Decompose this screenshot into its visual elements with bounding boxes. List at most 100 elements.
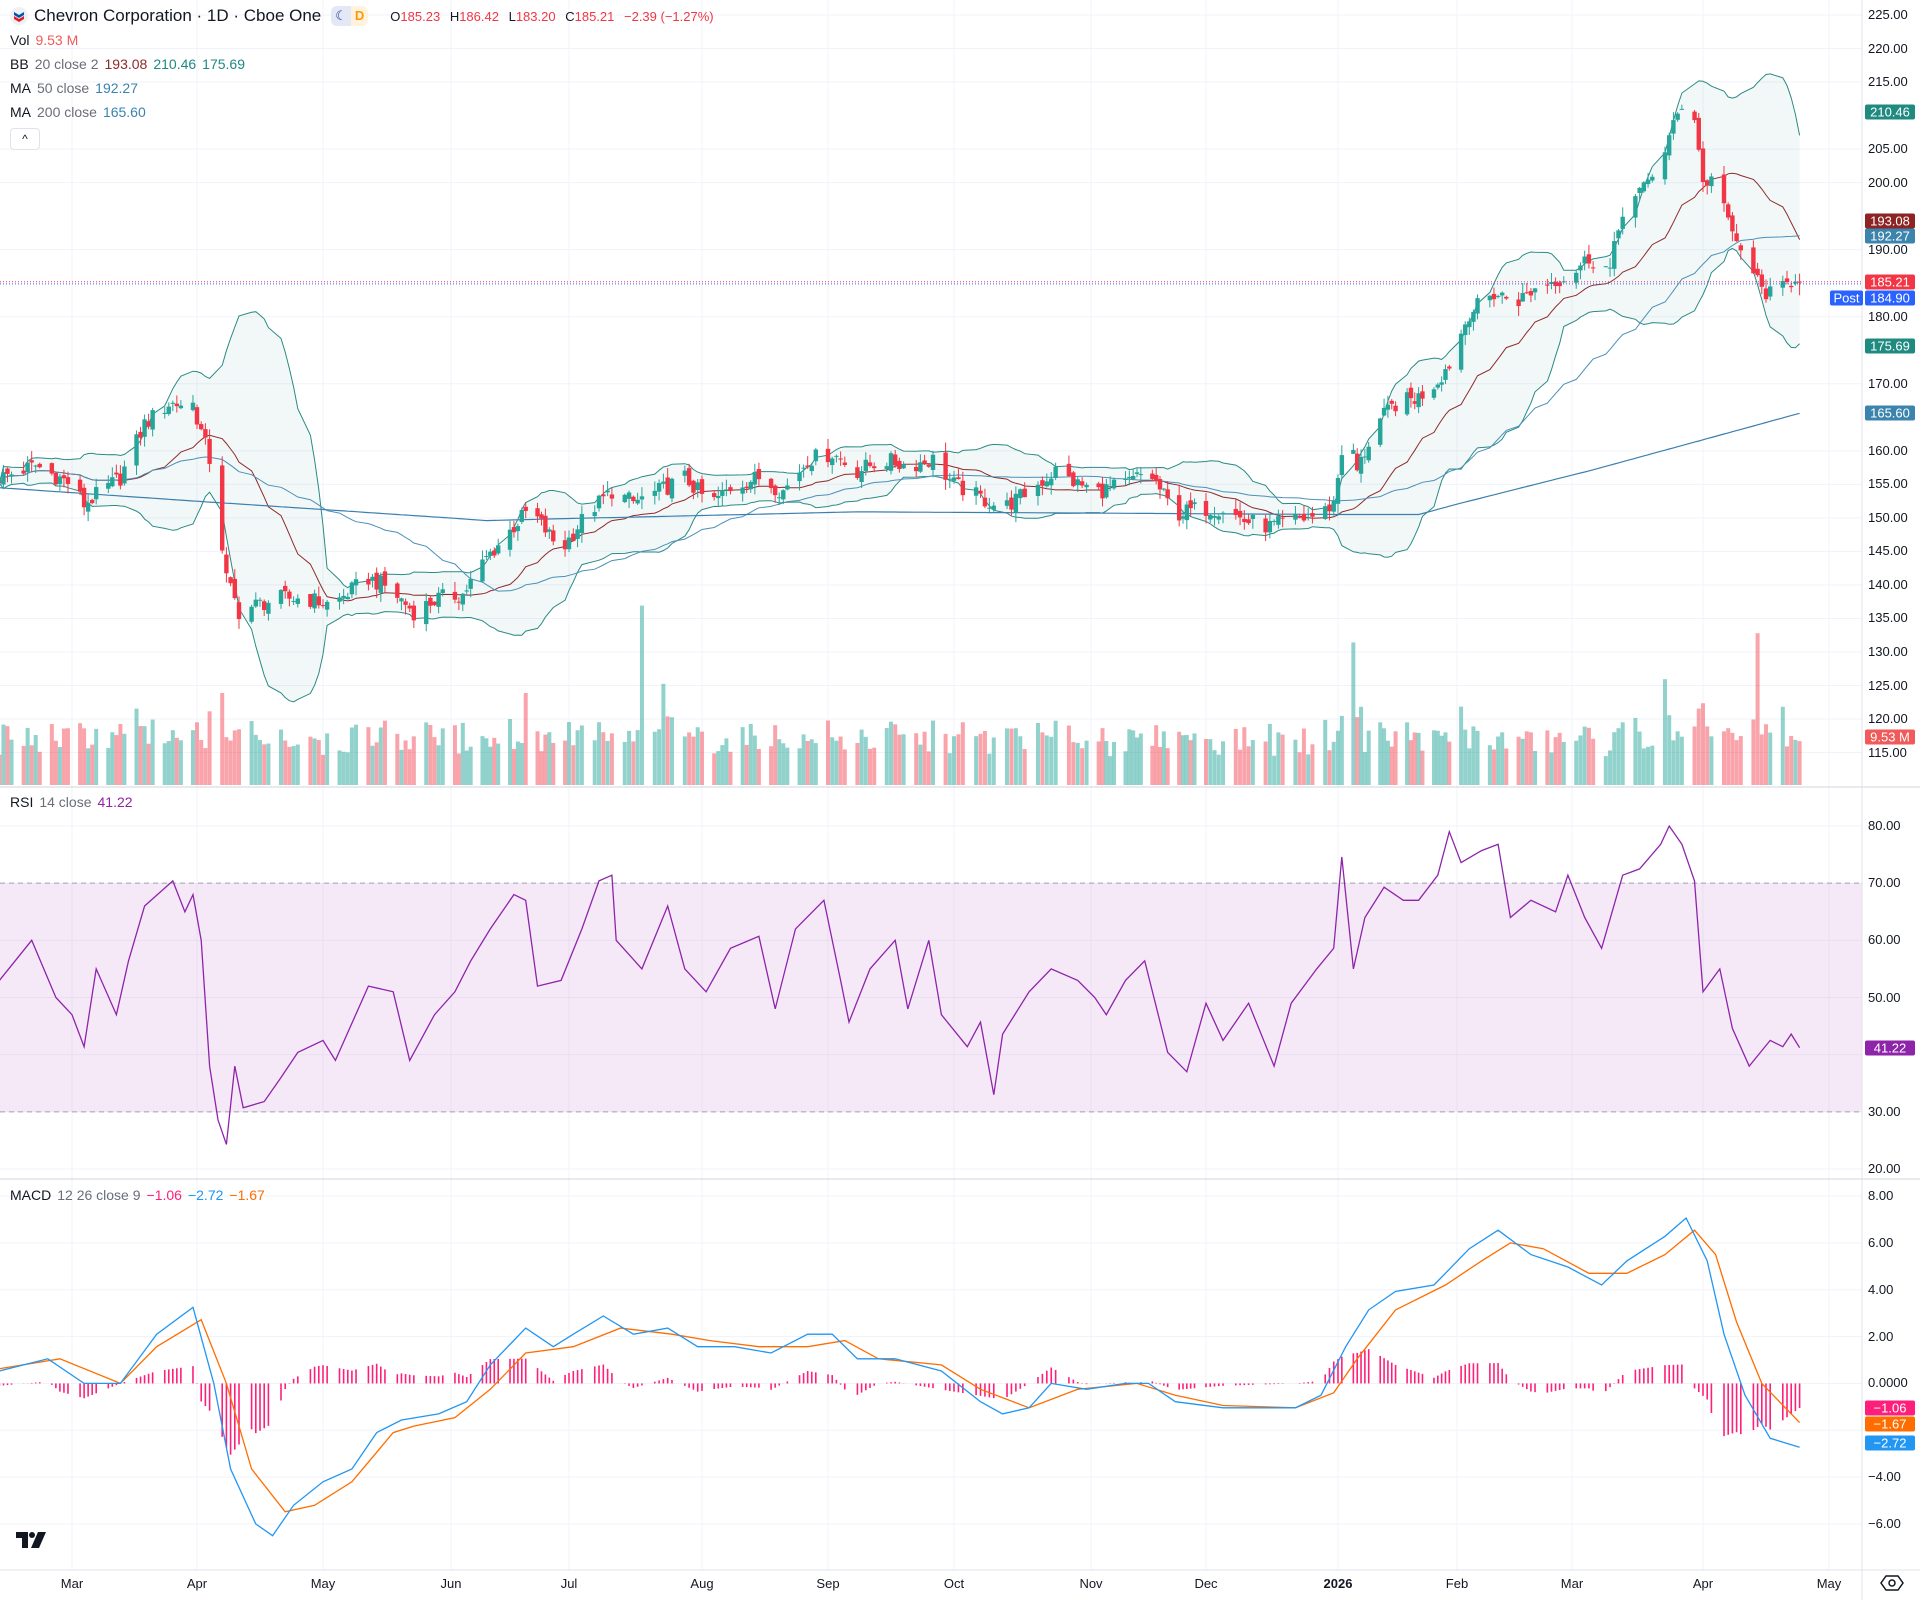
tradingview-logo-icon[interactable] (14, 1528, 50, 1552)
candle-body (1176, 495, 1182, 521)
candle (1176, 485, 1182, 527)
price-badge: 184.90 (1865, 290, 1915, 306)
candle-body (324, 601, 330, 610)
candle-body (33, 465, 38, 467)
candle (1463, 321, 1468, 345)
volume-bar (203, 748, 208, 785)
candle-body (207, 438, 212, 464)
candle (1557, 280, 1562, 294)
candle (656, 479, 662, 501)
candle (460, 592, 465, 612)
candle (562, 530, 568, 557)
ma200-line (0, 412, 1800, 522)
candle-body (728, 487, 733, 492)
volume-bar (5, 726, 10, 785)
symbol-legend[interactable]: Chevron Corporation · 1D · Cboe One ☾ D … (10, 6, 714, 26)
candle (456, 597, 462, 611)
candle (1607, 258, 1613, 277)
volume-bar (1463, 729, 1468, 785)
candle (515, 523, 521, 541)
candle (724, 479, 729, 497)
candle (1276, 509, 1281, 529)
volume-bar (539, 751, 544, 785)
candle (797, 464, 802, 491)
candle (278, 589, 284, 609)
volume-bar (1362, 752, 1367, 785)
collapse-legend-button[interactable]: ^ (10, 128, 40, 150)
volume-legend[interactable]: Vol 9.53 M (10, 32, 78, 48)
rsi-legend[interactable]: RSI 14 close 41.22 (10, 794, 133, 810)
candle (601, 484, 606, 505)
candle-body (1203, 500, 1209, 516)
ma200-legend[interactable]: MA 200 close 165.60 (10, 104, 146, 120)
candle-body (118, 473, 123, 486)
volume-bar (1591, 738, 1596, 785)
volume-bar (199, 740, 204, 785)
candle (428, 596, 433, 614)
candle-body (1233, 508, 1239, 516)
candle (5, 467, 10, 483)
macd-legend[interactable]: MACD 12 26 close 9 −1.06 −2.72 −1.67 (10, 1187, 265, 1203)
candle (1679, 104, 1685, 110)
volume-bar (395, 733, 400, 785)
volume-bar (1044, 735, 1049, 785)
candle (639, 487, 645, 510)
candle (973, 480, 979, 505)
candle (146, 413, 151, 430)
volume-bar (1553, 737, 1558, 785)
candle-body (266, 602, 271, 614)
candle-body (1586, 254, 1592, 264)
candle (897, 457, 902, 473)
volume-bar (1487, 745, 1492, 785)
candle-body (1528, 291, 1534, 296)
candle (1532, 287, 1538, 301)
candle-body (777, 497, 782, 499)
bb-legend[interactable]: BB 20 close 2 193.08 210.46 175.69 (10, 56, 245, 72)
macd-line-value: −2.72 (187, 1187, 224, 1203)
candle (1431, 387, 1437, 400)
volume-bar (232, 730, 237, 785)
candle (1233, 499, 1239, 520)
volume-bar (287, 746, 292, 785)
candle-body (1582, 256, 1587, 264)
time-axis-label: Apr (186, 1576, 208, 1591)
candle-body (1071, 472, 1076, 487)
volume-bar (170, 730, 175, 785)
candle (308, 593, 313, 609)
candle (324, 599, 330, 617)
price-badge: 165.60 (1865, 405, 1915, 421)
volume-bar (1603, 756, 1608, 785)
time-axis-label: Mar (1560, 1576, 1584, 1591)
candle (1180, 510, 1186, 524)
candle-body (341, 595, 346, 599)
volume-bar (1204, 738, 1208, 785)
candle-body (170, 402, 176, 404)
candle-body (686, 468, 692, 486)
candle (1516, 292, 1521, 317)
volume-bar (1667, 715, 1672, 785)
candle (1358, 449, 1364, 483)
ma50-legend[interactable]: MA 50 close 192.27 (10, 80, 138, 96)
volume-bar (893, 724, 898, 785)
candle (266, 600, 271, 621)
eye-icon[interactable] (1880, 1574, 1904, 1592)
candle (207, 429, 212, 473)
candle-body (1053, 466, 1058, 478)
candle (122, 460, 127, 486)
status-badges[interactable]: ☾ D (331, 6, 369, 26)
candle-body (57, 476, 63, 484)
volume-bar (635, 730, 640, 785)
candle-body (1271, 520, 1277, 522)
volume-bar (1246, 746, 1251, 785)
candle (1267, 514, 1273, 539)
candle (1578, 262, 1583, 280)
candle-body (1130, 476, 1136, 480)
volume-bar (266, 743, 271, 785)
volume-bar (1500, 732, 1505, 785)
volume-bar (1049, 736, 1054, 785)
volume-bar (809, 739, 814, 785)
candle-body (1192, 502, 1197, 505)
candle-body (691, 480, 696, 493)
candle-body (930, 454, 936, 471)
